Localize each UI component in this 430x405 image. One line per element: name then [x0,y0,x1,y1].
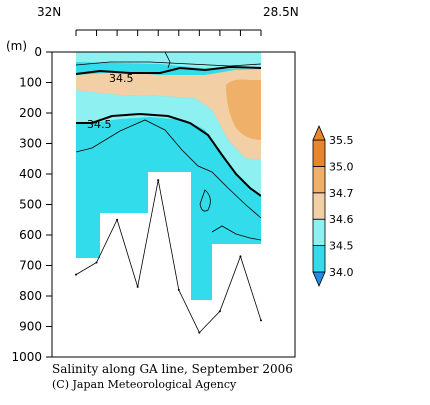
y-tick-label: 300 [19,137,42,151]
colorbar-high-arrow [312,124,326,141]
colorbar-label: 34.6 [329,213,354,226]
y-tick-label: 200 [19,106,42,120]
colorbar-label: 35.0 [329,160,354,173]
y-axis: 0 100 200 300 400 500 600 700 800 900 1000 [11,45,52,364]
bottom-profile-point [177,288,180,291]
colorbar-segment [312,165,326,194]
bottom-profile-point [239,255,242,258]
bottom-profile-point [116,218,119,221]
y-tick-label: 1000 [11,350,42,364]
x-label-left: 32N [37,5,61,19]
colorbar-label: 34.5 [329,240,354,253]
contour-label-lower: 34.5 [87,118,112,131]
bottom-profile-point [260,319,262,322]
y-tick-label: 700 [19,259,42,273]
y-tick-label: 500 [19,198,42,212]
salinity-field [76,52,261,300]
y-tick-label: 400 [19,167,42,181]
colorbar-segment [312,245,326,273]
colorbar-low-arrow [312,271,326,288]
bottom-profile-point [95,261,98,264]
contour-lines [76,52,261,241]
colorbar-segment [312,192,326,220]
bottom-profile-point [136,285,139,288]
y-tick-label: 0 [34,45,42,59]
colorbar-label: 35.5 [329,134,354,147]
bottom-profile-point [198,331,201,334]
colorbar-segment [312,218,326,246]
y-tick-label: 800 [19,289,42,303]
colorbar: 34.0 34.5 34.6 34.7 35.0 35.5 [312,124,354,288]
bottom-profile-point [157,179,160,182]
bottom-profile [75,179,262,334]
bottom-profile-point [75,273,77,276]
colorbar-label: 34.7 [329,187,354,200]
credit-text: (C) Japan Meteorological Agency [52,378,237,391]
y-tick-label: 900 [19,320,42,334]
colorbar-segment [312,139,326,167]
y-tick-label: 100 [19,76,42,90]
y-tick-label: 600 [19,228,42,242]
contour-label-upper: 34.5 [109,72,134,85]
chart-title: Salinity along GA line, September 2006 [52,362,293,376]
bottom-profile-line [75,180,262,334]
x-label-right: 28.5N [263,5,299,19]
y-unit-label: (m) [6,39,27,53]
bottom-profile-point [218,310,221,313]
colorbar-label: 34.0 [329,266,354,279]
